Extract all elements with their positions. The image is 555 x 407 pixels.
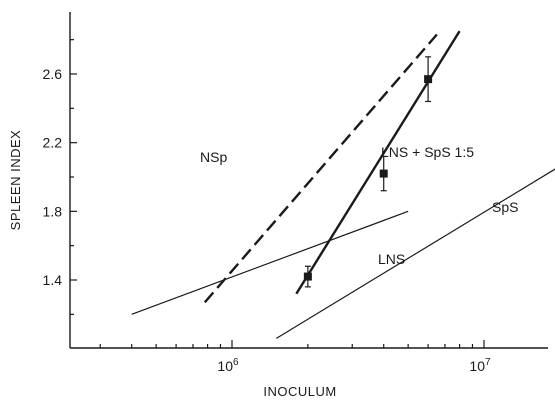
chart-series <box>131 30 555 339</box>
series-line-sps <box>276 168 555 339</box>
y-tick-label: 1.8 <box>43 203 63 219</box>
data-points <box>303 56 433 288</box>
x-tick-exponent: 7 <box>485 357 491 368</box>
series-line-lns-sps-1-5 <box>295 30 461 295</box>
x-tick-exponent: 6 <box>233 357 239 368</box>
x-tick-base: 10 <box>217 358 233 374</box>
data-point-marker <box>424 75 433 84</box>
y-tick-label: 2.2 <box>43 135 63 151</box>
series-label: NSp <box>200 149 227 165</box>
series-line-lns <box>131 210 409 315</box>
x-tick-base: 10 <box>469 358 485 374</box>
y-tick-label: 1.4 <box>43 272 63 288</box>
y-axis-title: SPLEEN INDEX <box>8 130 23 231</box>
series-label: SpS <box>492 199 518 215</box>
x-tick-label: 107 <box>469 357 491 374</box>
series-label: LNS + SpS 1:5 <box>381 144 474 160</box>
chart-labels: INOCULUM SPLEEN INDEX NSp LNS + SpS 1:5 LNS S… <box>8 130 518 399</box>
x-tick-label: 106 <box>217 357 239 374</box>
series-label: LNS <box>378 251 405 267</box>
x-axis-title: INOCULUM <box>263 384 336 399</box>
series-line-nsp <box>203 33 438 304</box>
y-tick-label: 2.6 <box>43 66 63 82</box>
data-point-marker <box>379 169 388 178</box>
data-point-marker <box>303 272 312 281</box>
